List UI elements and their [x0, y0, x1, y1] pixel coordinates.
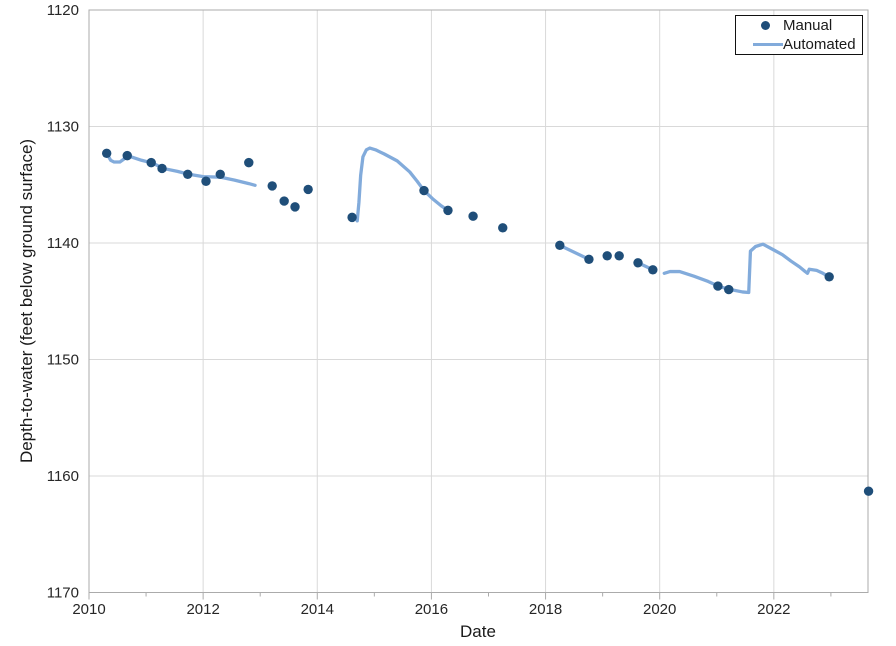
legend-label-automated: Automated [783, 36, 856, 53]
manual-point [183, 169, 193, 179]
legend-item-manual: Manual [736, 16, 862, 35]
manual-point [724, 284, 734, 295]
manual-point [648, 265, 658, 275]
manual-point [279, 196, 289, 206]
chart-layers: 2010 2012 2014 2016 2018 2020 2022 1120 1130 1140… [47, 2, 874, 618]
manual-point [303, 184, 313, 195]
manual-point [146, 157, 156, 168]
y-tick-label: 1160 [47, 468, 79, 485]
x-tick-label: 2014 [301, 601, 334, 618]
y-tick-label: 1130 [47, 119, 79, 136]
manual-point [201, 176, 211, 186]
x-axis-title: Date [460, 622, 496, 641]
manual-point [443, 205, 453, 216]
y-tick-label: 1120 [47, 2, 79, 19]
manual-point [614, 251, 624, 261]
manual-point [584, 254, 594, 265]
x-tick-label: 2012 [186, 601, 219, 618]
manual-point [267, 181, 277, 191]
x-tick-label: 2018 [529, 601, 562, 618]
manual-point [244, 157, 254, 168]
legend-label-manual: Manual [783, 17, 833, 34]
manual-point [863, 486, 874, 496]
manual-point [555, 240, 565, 251]
manual-point [633, 258, 643, 268]
x-tick-label: 2022 [757, 601, 790, 618]
manual-point [157, 163, 167, 174]
automated-line-segment [105, 151, 257, 187]
y-tick-label: 1150 [47, 352, 79, 369]
manual-point [101, 148, 112, 158]
x-tick-label: 2016 [415, 601, 448, 618]
manual-point [824, 272, 834, 282]
automated-line-segment [355, 146, 450, 223]
legend: Manual Automated [735, 15, 863, 55]
y-tick-label: 1170 [47, 585, 79, 602]
manual-point [215, 169, 225, 179]
y-axis-title: Depth-to-water (feet below ground surfac… [17, 139, 36, 463]
y-tick-label: 1140 [47, 235, 79, 252]
manual-point [602, 251, 612, 261]
legend-item-automated: Automated [736, 35, 862, 54]
plot-border [88, 9, 869, 593]
manual-point [290, 202, 300, 212]
manual-point [347, 212, 357, 223]
x-tick-label: 2010 [72, 601, 105, 618]
manual-point [419, 185, 429, 196]
automated-line-segment [662, 242, 831, 295]
manual-point [122, 150, 132, 161]
x-tick-label: 2020 [643, 601, 676, 618]
manual-point [713, 281, 723, 291]
automated-line-segment [558, 243, 591, 261]
manual-point [468, 211, 478, 221]
automated-line-icon [753, 43, 783, 46]
manual-point [498, 223, 508, 233]
manual-marker-icon [761, 21, 770, 30]
